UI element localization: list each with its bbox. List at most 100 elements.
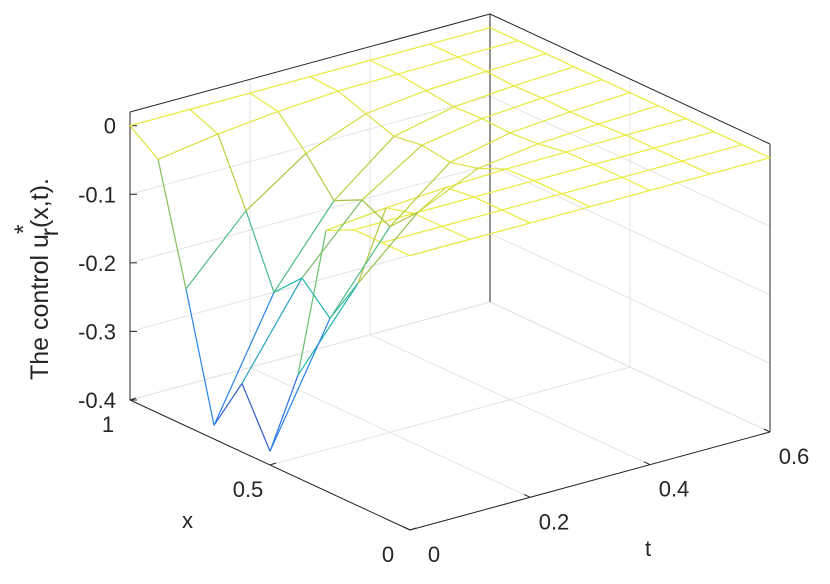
x-tick-label: 0 (382, 542, 394, 567)
mesh-segment (357, 211, 419, 284)
mesh-segment (533, 180, 563, 195)
tick-mark (129, 397, 137, 401)
mesh-segment (213, 383, 243, 426)
mesh-segment (421, 144, 451, 163)
mesh-segment (569, 111, 599, 125)
tick-mark (269, 462, 277, 466)
mesh-segment (365, 89, 427, 115)
mesh-segment (469, 222, 531, 240)
mesh-segment (381, 225, 443, 244)
mesh-segment (337, 90, 367, 115)
mesh-segment (361, 199, 391, 228)
z-tick-label: -0.4 (78, 388, 116, 413)
mesh-segment (653, 131, 715, 149)
mesh-segment (369, 59, 399, 75)
mesh-segment (565, 151, 595, 165)
mesh-segment (481, 118, 511, 134)
mesh-segment (629, 92, 659, 107)
mesh-segment (601, 79, 631, 94)
mesh-segment (277, 111, 307, 154)
grid-line (129, 301, 491, 401)
mesh-segment (333, 135, 395, 202)
tick-mark (403, 526, 411, 531)
mesh-segment (369, 43, 431, 61)
mesh-segment (573, 66, 603, 81)
mesh-segment (477, 167, 507, 170)
x-axis-label: x (182, 508, 193, 533)
mesh-segment (185, 288, 215, 426)
mesh-segment (421, 118, 483, 146)
mesh-segment (485, 70, 515, 87)
mesh-segment (249, 92, 279, 113)
mesh-segment (269, 318, 331, 452)
mesh-segment (501, 209, 531, 224)
mesh-segment (361, 144, 423, 201)
mesh-segment (269, 374, 299, 452)
t-axis-label: t (645, 536, 651, 561)
mesh-segment (277, 90, 339, 113)
mesh-segment (429, 43, 459, 58)
mesh-segment (657, 105, 687, 120)
mesh-segment (273, 277, 303, 293)
mesh-segment (513, 66, 575, 87)
mesh-segment (241, 383, 271, 452)
grid-line (369, 334, 651, 466)
mesh-segment (385, 186, 447, 209)
grid-line (489, 301, 771, 433)
mesh-segment (473, 196, 503, 211)
mesh-segment (425, 89, 455, 108)
mesh-segment (561, 193, 591, 208)
mesh-segment (541, 79, 603, 99)
mesh-segment (357, 207, 387, 284)
tick-mark (643, 461, 651, 466)
mesh-segment (509, 111, 571, 134)
z-label-sub: r (36, 228, 64, 236)
mesh-segment (389, 211, 419, 228)
tick-mark (523, 493, 531, 498)
mesh-segment (709, 157, 771, 175)
z-label-sup: * (10, 224, 38, 234)
mesh-segment (329, 283, 359, 319)
mesh-segment (397, 56, 459, 75)
mesh-segment (713, 131, 743, 146)
mesh-segment (681, 160, 711, 175)
grid-line (129, 95, 491, 195)
mesh-segment (325, 207, 387, 231)
mesh-segment (429, 27, 491, 45)
mesh-segment (489, 27, 519, 42)
mesh-segment (685, 118, 715, 133)
mesh-segment (241, 277, 303, 384)
tick-mark (763, 428, 771, 433)
z-label-text: The control u (26, 234, 54, 380)
mesh-segment (417, 167, 479, 213)
mesh-segment (569, 92, 631, 113)
mesh-segment (157, 159, 187, 289)
mesh-segment (537, 143, 567, 153)
z-tick-label: -0.1 (78, 182, 116, 207)
mesh-segment (457, 40, 519, 58)
mesh-segment (425, 70, 487, 92)
x-tick-label: 0.5 (233, 477, 264, 502)
mesh-segment (129, 125, 159, 160)
mesh-segment (541, 97, 571, 113)
mesh-segment (649, 173, 711, 191)
mesh-segment (457, 56, 487, 72)
mesh-segment (441, 209, 503, 227)
mesh-segment (449, 161, 479, 170)
t-tick-label: 0.4 (659, 477, 690, 502)
grid-line (269, 366, 631, 466)
mesh-segment (561, 176, 623, 195)
z-tick-label: -0.2 (78, 251, 116, 276)
mesh-segment (537, 123, 599, 145)
mesh-segment (333, 199, 363, 202)
mesh-segment (245, 152, 307, 212)
mesh-segment (301, 199, 363, 279)
mesh-segment (449, 132, 511, 163)
mesh-segment (453, 85, 515, 108)
mesh-segment (513, 85, 543, 99)
mesh-segment (393, 106, 455, 137)
mesh-segment (505, 168, 535, 182)
mesh-segment (337, 73, 399, 92)
grid-line (129, 164, 491, 264)
